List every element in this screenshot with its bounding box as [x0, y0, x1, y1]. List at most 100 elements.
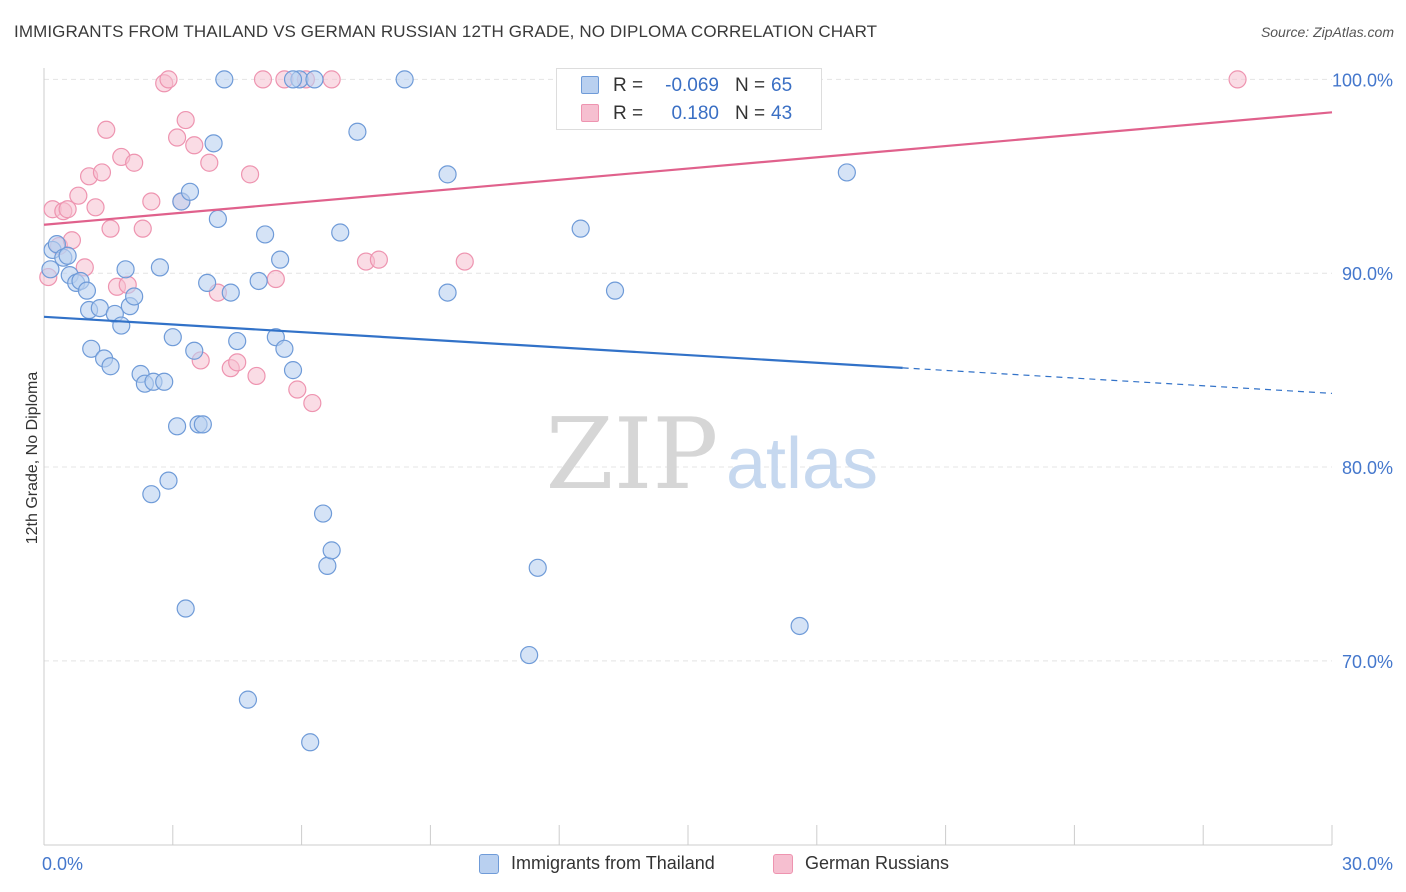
thailand-point: [82, 339, 101, 358]
thailand-point: [528, 558, 547, 577]
watermark: ZIP atlas: [546, 398, 878, 512]
x-tick-label: 30.0%: [1342, 854, 1393, 874]
thailand-point: [125, 287, 144, 306]
thailand-point: [790, 616, 809, 636]
german-russians-point: [142, 192, 161, 211]
x-tick-label: 0.0%: [42, 854, 83, 874]
legend-n-value: 43: [771, 103, 793, 124]
german-russians-point: [288, 380, 307, 399]
thailand-point: [256, 225, 275, 244]
german-russians-point: [266, 269, 285, 289]
thailand-point: [395, 70, 414, 89]
legend-r-label: R =: [613, 75, 644, 96]
thailand-point: [101, 357, 120, 376]
thailand-point: [331, 223, 350, 242]
german-russians-point: [86, 198, 105, 217]
thailand-point: [41, 260, 60, 279]
thailand-point: [438, 283, 457, 302]
german-russians-point: [185, 136, 204, 155]
thailand-point: [163, 328, 182, 347]
thailand-point: [571, 219, 590, 238]
german-russians-point: [159, 70, 178, 89]
bottom-legend: Immigrants from Thailand German Russians: [0, 852, 1406, 878]
thailand-point: [112, 316, 131, 335]
thailand-point: [198, 273, 217, 293]
german-russians-point: [240, 165, 260, 184]
legend-swatch-thailand: [581, 76, 599, 94]
german-russians-point: [133, 219, 152, 238]
thailand-point: [193, 415, 212, 434]
thailand-point: [271, 250, 290, 269]
bottom-legend-label: Immigrants from Thailand: [511, 853, 715, 873]
thailand-point: [208, 209, 227, 229]
watermark-atlas: atlas: [726, 424, 878, 504]
german-russians-point: [247, 366, 266, 386]
german-russians-point: [369, 250, 388, 269]
german-russians-points: [39, 70, 1247, 413]
german-russians-point: [69, 186, 88, 205]
thailand-point: [305, 70, 324, 89]
german-russians-point: [92, 163, 112, 182]
thailand-point: [180, 182, 200, 201]
y-tick-label: 70.0%: [1342, 652, 1393, 672]
german-russians-point: [303, 393, 322, 413]
x-tick-labels: 0.0% 30.0%: [42, 854, 1393, 874]
thailand-point: [155, 372, 174, 391]
thailand-point: [116, 260, 135, 279]
legend-r-value: 0.180: [671, 103, 719, 124]
thailand-trend-line: [43, 315, 903, 369]
y-tick-label: 100.0%: [1332, 70, 1393, 90]
y-tick-label: 90.0%: [1342, 264, 1393, 284]
thailand-point: [283, 70, 303, 89]
thailand-point: [221, 283, 240, 302]
thailand-point: [605, 281, 625, 300]
source-label: Source: ZipAtlas.com: [1260, 24, 1394, 40]
german-russians-point: [176, 110, 195, 130]
thailand-point: [77, 281, 97, 300]
german-russians-point: [322, 70, 341, 89]
german-russians-point: [167, 128, 187, 147]
legend-r-value: -0.069: [665, 75, 719, 96]
thailand-point: [215, 70, 234, 89]
thailand-points: [41, 70, 856, 752]
thailand-point: [150, 258, 170, 277]
thailand-point: [58, 246, 77, 265]
thailand-point: [837, 163, 856, 182]
german-russians-point: [455, 252, 474, 271]
bottom-legend-swatch-thailand: [479, 854, 499, 874]
legend-n-label: N =: [735, 103, 766, 124]
bottom-legend-swatch-german-russians: [773, 854, 793, 874]
german-russians-point: [125, 153, 144, 172]
legend-n-value: 65: [771, 75, 793, 96]
thailand-point: [520, 645, 539, 665]
thailand-point: [313, 504, 333, 523]
thailand-point: [348, 122, 367, 141]
thailand-point: [159, 471, 178, 490]
legend-swatch-german-russians: [581, 104, 599, 122]
german-russians-point: [200, 153, 219, 172]
thailand-point: [438, 165, 457, 184]
german-russians-point: [228, 353, 247, 372]
thailand-point: [142, 485, 161, 504]
thailand-point: [283, 361, 303, 380]
thailand-point: [322, 541, 341, 560]
axes: [43, 68, 1333, 846]
german-russians-trend-line: [43, 111, 1333, 226]
legend-r-label: R =: [613, 103, 644, 124]
thailand-trend-line-extension: [902, 367, 1333, 394]
thailand-point: [185, 341, 204, 360]
thailand-point: [167, 417, 187, 436]
german-russians-point: [62, 231, 82, 250]
thailand-point: [228, 331, 247, 351]
thailand-point: [301, 733, 320, 752]
thailand-point: [204, 134, 223, 153]
trend-lines: [43, 111, 1333, 394]
thailand-point: [176, 599, 195, 618]
german-russians-point: [97, 120, 116, 139]
thailand-point: [249, 271, 268, 291]
y-tick-labels: 100.0% 90.0% 80.0% 70.0%: [1332, 70, 1393, 671]
german-russians-point: [58, 200, 77, 219]
chart-title: IMMIGRANTS FROM THAILAND VS GERMAN RUSSI…: [14, 22, 878, 41]
y-axis-label: 12th Grade, No Diploma: [24, 372, 41, 545]
